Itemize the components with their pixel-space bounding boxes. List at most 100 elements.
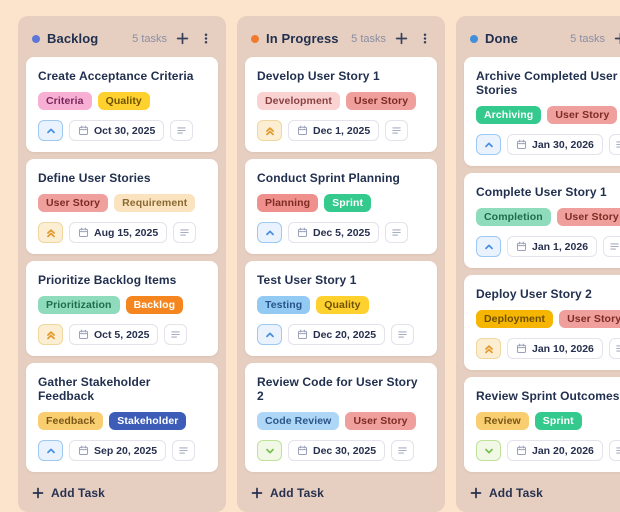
card-title: Archive Completed User Stories [476,69,618,97]
tag-row: Testing Quality [257,296,425,314]
tag: Deployment [476,310,554,328]
notes-icon [392,127,401,134]
column-menu-button[interactable] [198,30,214,47]
due-date-chip[interactable]: Dec 1, 2025 [288,120,380,141]
tag: Feedback [38,412,104,430]
task-card[interactable]: Create Acceptance Criteria Criteria Quali… [26,57,218,152]
notes-icon [398,331,407,338]
description-indicator[interactable] [385,120,409,141]
priority-badge-high[interactable] [38,222,63,243]
task-card[interactable]: Conduct Sprint Planning Planning Sprint D… [245,159,437,254]
column-header: In Progress 5 tasks [245,24,437,57]
notes-icon [616,345,620,352]
tag-row: Completion User Story [476,208,620,226]
due-date-chip[interactable]: Jan 1, 2026 [507,236,598,257]
description-indicator[interactable] [608,134,620,155]
calendar-icon [297,329,308,340]
card-meta-row: Jan 1, 2026 [476,236,620,257]
due-date-text: Jan 30, 2026 [532,138,594,151]
priority-badge-high[interactable] [38,324,63,345]
due-date-text: Dec 20, 2025 [313,328,377,341]
task-card[interactable]: Complete User Story 1 Completion User Sto… [464,173,620,268]
task-card[interactable]: Define User Stories User Story Requiremen… [26,159,218,254]
due-date-text: Aug 15, 2025 [94,226,159,239]
card-title: Review Code for User Story 2 [257,375,418,403]
due-date-chip[interactable]: Oct 30, 2025 [69,120,165,141]
card-list: Develop User Story 1 Development User Sto… [245,57,437,472]
task-card[interactable]: Prioritize Backlog Items Prioritization B… [26,261,218,356]
due-date-chip[interactable]: Aug 15, 2025 [69,222,168,243]
tag: Review [476,412,529,430]
column-status-dot [470,34,478,43]
priority-badge-high[interactable] [257,120,282,141]
column-title: In Progress [266,31,339,46]
card-title: Prioritize Backlog Items [38,273,177,287]
tag-row: Deployment User Story [476,310,620,328]
tag: User Story [547,106,618,124]
tag-row: Planning Sprint [257,194,425,212]
card-meta-row: Jan 30, 2026 [476,134,620,155]
chevrons-up-icon [265,126,274,135]
column-status-dot [32,34,40,43]
kanban-column: Done 5 tasks Archive Completed User Stor… [456,16,620,512]
add-task-button[interactable]: Add Task [245,484,328,502]
calendar-icon [516,241,527,252]
due-date-chip[interactable]: Oct 5, 2025 [69,324,159,345]
description-indicator[interactable] [608,338,620,359]
task-card[interactable]: Develop User Story 1 Development User Sto… [245,57,437,152]
kanban-column: Backlog 5 tasks Create Acceptance Criter… [18,16,226,512]
plus-icon [176,32,189,45]
chevron-up-icon [265,332,274,337]
task-card[interactable]: Test User Story 1 Testing Quality Dec 20,… [245,261,437,356]
chevrons-up-icon [46,228,55,237]
task-card[interactable]: Deploy User Story 2 Deployment User Story… [464,275,620,370]
due-date-text: Jan 10, 2026 [532,342,594,355]
description-indicator[interactable] [170,120,194,141]
calendar-icon [297,227,308,238]
column-menu-button[interactable] [417,30,433,47]
notes-icon [392,229,401,236]
chevron-up-icon [265,230,274,235]
due-date-chip[interactable]: Dec 5, 2025 [288,222,380,243]
tag-row: Archiving User Story [476,106,620,124]
kanban-column: In Progress 5 tasks Develop User Story 1… [237,16,445,512]
due-date-text: Jan 1, 2026 [532,240,589,253]
priority-badge-medium[interactable] [257,324,282,345]
priority-badge-medium[interactable] [38,120,63,141]
add-card-button[interactable] [174,30,191,47]
priority-badge-medium[interactable] [257,222,282,243]
add-task-button[interactable]: Add Task [464,484,547,502]
card-title: Develop User Story 1 [257,69,380,83]
chevron-up-icon [484,244,493,249]
tag: Requirement [114,194,196,212]
add-card-button[interactable] [393,30,410,47]
tag: Testing [257,296,311,314]
task-card[interactable]: Review Code for User Story 2 Code Review… [245,363,437,472]
plus-icon [32,487,44,499]
description-indicator[interactable] [385,222,409,243]
priority-badge-medium[interactable] [476,134,501,155]
due-date-chip[interactable]: Dec 20, 2025 [288,324,386,345]
due-date-text: Dec 5, 2025 [313,226,371,239]
description-indicator[interactable] [164,324,188,345]
priority-badge-high[interactable] [476,338,501,359]
task-card[interactable]: Gather Stakeholder Feedback Feedback Stak… [26,363,218,472]
description-indicator[interactable] [603,236,620,257]
plus-icon [614,32,620,45]
add-task-button[interactable]: Add Task [26,484,109,502]
column-title: Done [485,31,518,46]
tag: Quality [97,92,150,110]
tag-row: User Story Requirement [38,194,206,212]
tag-row: Prioritization Backlog [38,296,206,314]
description-indicator[interactable] [173,222,197,243]
due-date-chip[interactable]: Jan 10, 2026 [507,338,603,359]
due-date-text: Dec 1, 2025 [313,124,371,137]
add-card-button[interactable] [612,30,620,47]
task-card[interactable]: Archive Completed User Stories Archiving… [464,57,620,166]
tag-row: Code Review User Story [257,412,425,430]
tag: Planning [257,194,319,212]
description-indicator[interactable] [391,324,415,345]
priority-badge-medium[interactable] [476,236,501,257]
task-card[interactable]: Review Sprint Outcomes Review Sprint Jan … [464,377,620,472]
due-date-chip[interactable]: Jan 30, 2026 [507,134,603,155]
